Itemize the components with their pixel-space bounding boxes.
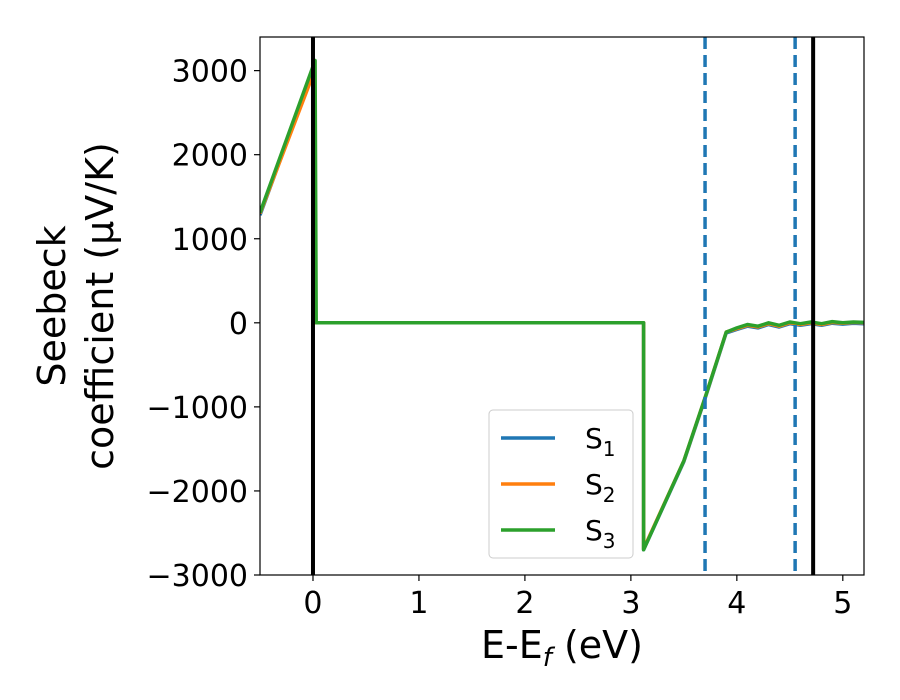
x-tick-label: 1 bbox=[409, 586, 428, 621]
y-tick-label: 2000 bbox=[172, 139, 248, 174]
x-axis-label-main: E-E bbox=[481, 623, 543, 667]
y-axis-ticks: −3000 −2000 −1000 0 1000 2000 3000 bbox=[147, 55, 260, 594]
reference-lines bbox=[310, 37, 816, 575]
y-tick-label: −1000 bbox=[147, 391, 248, 426]
y-tick-label: −3000 bbox=[147, 559, 248, 594]
legend-label-s3: S3 bbox=[585, 514, 616, 553]
y-tick-label: 0 bbox=[229, 307, 248, 342]
y-tick-label: −2000 bbox=[147, 475, 248, 510]
legend: S1 S2 S3 bbox=[488, 409, 634, 559]
series-line-s3 bbox=[260, 58, 864, 552]
legend-label-s2: S2 bbox=[585, 468, 616, 507]
y-axis-label-line-2: coefficient (μV/K) bbox=[78, 142, 122, 470]
legend-label-s1: S1 bbox=[585, 422, 616, 461]
x-axis-ticks: 0 1 2 3 4 5 bbox=[303, 575, 852, 621]
y-tick-label: 1000 bbox=[172, 223, 248, 258]
plot-frame bbox=[259, 36, 865, 576]
y-axis-label-line-1: Seebeck bbox=[30, 225, 74, 386]
x-tick-label: 0 bbox=[303, 586, 322, 621]
y-tick-label: 3000 bbox=[172, 55, 248, 90]
series-layer bbox=[260, 58, 864, 552]
x-tick-label: 5 bbox=[833, 586, 852, 621]
x-axis-label: E-Ef (eV) bbox=[481, 623, 643, 673]
legend-box bbox=[488, 409, 634, 559]
x-tick-label: 2 bbox=[515, 586, 534, 621]
x-tick-label: 3 bbox=[621, 586, 640, 621]
x-tick-label: 4 bbox=[727, 586, 746, 621]
x-axis-label-unit: (eV) bbox=[552, 623, 643, 667]
